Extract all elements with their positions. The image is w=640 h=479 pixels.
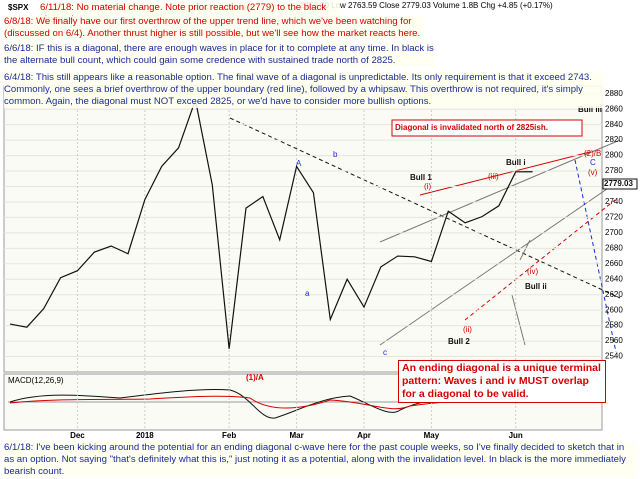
- x-tick-label: May: [424, 431, 440, 440]
- pointer-line: [511, 294, 526, 346]
- y-tick-label: 2580: [605, 321, 623, 330]
- annotation: c: [383, 348, 387, 357]
- annotation: C: [590, 158, 596, 167]
- callout: An ending diagonal is a unique terminal …: [398, 360, 606, 403]
- diagonal-upper: [419, 151, 591, 196]
- header-quote: 2779.90 Low 2763.59 Close 2779.03 Volume…: [300, 1, 553, 10]
- annotation: (ii): [463, 325, 472, 334]
- note: 6/4/18: This still appears like a reason…: [4, 72, 604, 108]
- y-tick-label: 2860: [605, 104, 623, 113]
- annotation: a: [305, 289, 310, 298]
- channel-upper: [379, 139, 621, 243]
- y-tick-label: 2540: [605, 352, 623, 361]
- y-tick-label: 2680: [605, 243, 623, 252]
- price-line: [9, 97, 533, 349]
- y-tick-label: 2720: [605, 213, 623, 222]
- y-tick-label: 2840: [605, 120, 623, 129]
- y-tick-label: 2780: [605, 166, 623, 175]
- y-tick-label: 2660: [605, 259, 623, 268]
- projection: [574, 159, 617, 353]
- annotation: (iv): [527, 267, 538, 276]
- x-tick-label: Jun: [509, 431, 523, 440]
- y-tick-label: 2620: [605, 290, 623, 299]
- note: 6/1/18: I've been kicking around the pot…: [4, 442, 636, 478]
- x-tick-label: Mar: [289, 431, 303, 440]
- x-tick-label: Feb: [222, 431, 236, 440]
- annotation: Bull iii: [578, 105, 602, 114]
- chart-title: $SPX: [8, 3, 29, 12]
- channel-lower: [379, 179, 621, 346]
- y-tick-label: 2800: [605, 151, 623, 160]
- y-tick-label: 2560: [605, 336, 623, 345]
- annotation: b: [333, 150, 338, 159]
- y-tick-label: 2820: [605, 135, 623, 144]
- y-tick-label: 2880: [605, 89, 623, 98]
- annotation: Bull 1: [410, 173, 432, 182]
- x-tick-label: 2018: [136, 431, 154, 440]
- y-tick-label: 2740: [605, 197, 623, 206]
- price-tag: [602, 178, 638, 190]
- macd-label: MACD(12,26,9): [8, 376, 64, 385]
- x-tick-label: Dec: [70, 431, 85, 440]
- annotation: (2)/B: [584, 149, 601, 158]
- y-tick-label: 2700: [605, 228, 623, 237]
- annotation: (i): [424, 182, 431, 191]
- annotation: (1)/A: [246, 373, 264, 382]
- annotation: Bull 2: [448, 337, 470, 346]
- note: 6/8/18: We finally have our first overth…: [4, 16, 424, 40]
- pointer-line: [519, 239, 531, 261]
- bear-trendline: [229, 117, 621, 299]
- annotation-box: [391, 119, 583, 137]
- annotation: (iii): [488, 172, 499, 181]
- y-tick-label: 2640: [605, 274, 623, 283]
- annotation: 2779.03: [604, 179, 633, 188]
- annotation: Bull ii: [525, 282, 547, 291]
- annotation: (v): [588, 168, 598, 177]
- annotation: Bull i: [506, 158, 526, 167]
- y-tick-label: 2600: [605, 305, 623, 314]
- x-tick-label: Apr: [357, 431, 371, 440]
- annotation: Diagonal is invalidated north of 2825ish…: [395, 123, 548, 132]
- note: 6/6/18: IF this is a diagonal, there are…: [4, 43, 434, 67]
- annotation: A: [296, 159, 302, 168]
